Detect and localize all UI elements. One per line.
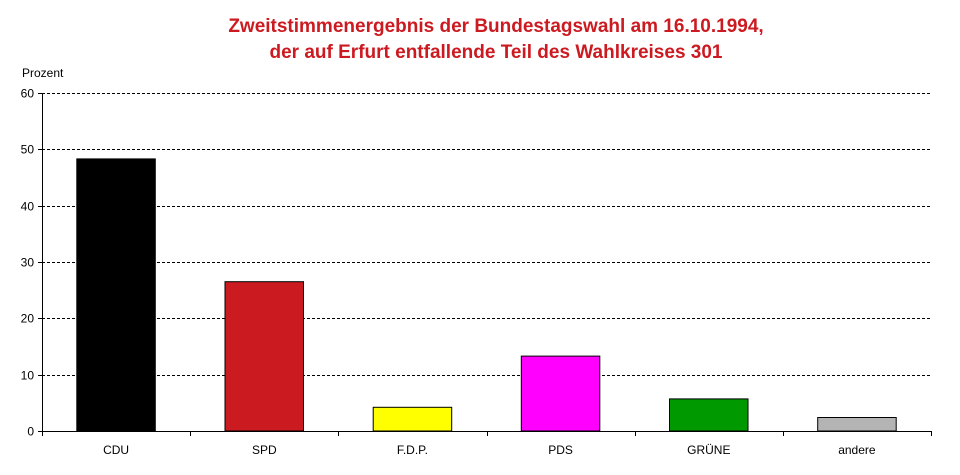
bar-spd [224,281,304,432]
x-tick-label: andere [838,443,876,457]
tick-labels: 0 10 20 30 40 50 60 CDU SPD F.D.P. PDS GRÜNE andere [21,87,876,458]
bar-cdu [76,158,156,432]
y-axis-label: Prozent [22,66,64,80]
bar-f-d-p [372,406,453,432]
y-tick-label: 20 [21,312,35,326]
axes [38,93,932,436]
bar-andere [817,417,897,432]
chart-title-line-1: Zweitstimmenergebnis der Bundestagswahl … [228,16,763,37]
x-tick-label: F.D.P. [397,443,428,457]
y-tick-label: 10 [21,369,35,383]
x-tick-label: GRÜNE [687,443,730,457]
x-tick-label: PDS [548,443,573,457]
gridlines [42,93,931,376]
y-tick-label: 50 [21,143,35,157]
bars [76,158,897,432]
bar-grüne [669,398,749,432]
chart-title-line-2: der auf Erfurt entfallende Teil des Wahl… [270,42,723,63]
y-tick-label: 60 [21,87,35,101]
x-tick-label: SPD [252,443,277,457]
y-tick-label: 0 [27,425,34,439]
x-tick-label: CDU [103,443,129,457]
y-tick-label: 30 [21,256,35,270]
bar-pds [520,355,601,432]
y-tick-label: 40 [21,200,35,214]
